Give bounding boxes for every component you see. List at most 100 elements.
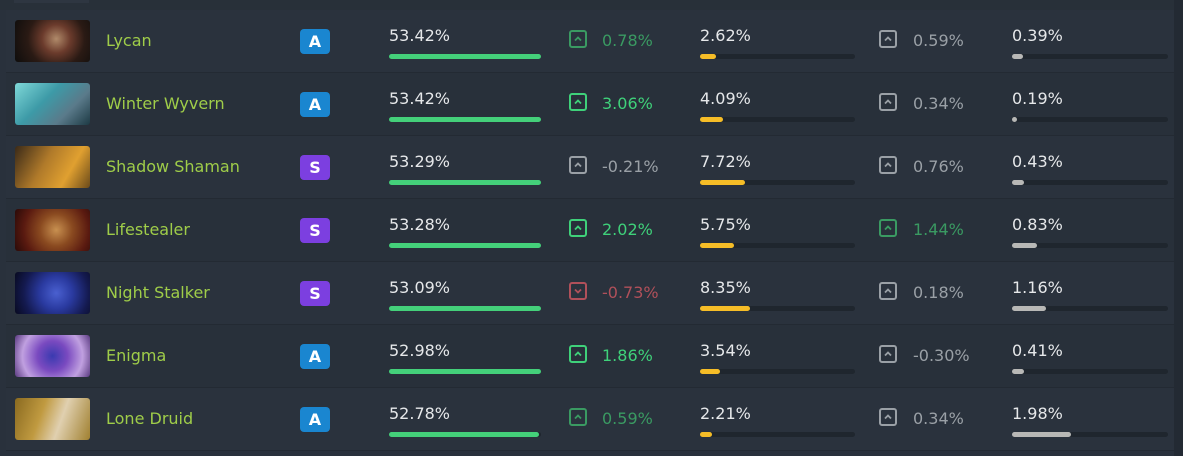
hero-portrait[interactable]: [15, 20, 90, 62]
hero-name-link[interactable]: Lone Druid: [106, 409, 194, 428]
pickrate-change: 0.59%: [913, 31, 964, 50]
pickrate-bar: [700, 117, 855, 122]
hero-row[interactable]: Lone Druid A 52.78% 0.59% 2.21% 0.34% 1.…: [6, 388, 1177, 451]
winrate-value: 53.28%: [389, 215, 451, 234]
tier-badge: A: [300, 344, 330, 369]
pickrate-value: 2.62%: [700, 26, 751, 45]
chevron-up-icon: [879, 408, 897, 426]
winrate-value: 53.09%: [389, 278, 451, 297]
winrate-change: 0.78%: [602, 31, 653, 50]
pickrate-change: 0.34%: [913, 94, 964, 113]
hero-name-link[interactable]: Lifestealer: [106, 220, 190, 239]
chevron-down-icon: [569, 282, 587, 300]
winrate-bar: [389, 54, 541, 59]
banrate-value: 1.16%: [1012, 278, 1063, 297]
banrate-value: 0.83%: [1012, 215, 1063, 234]
chevron-up-icon: [879, 219, 897, 237]
chevron-up-icon: [569, 219, 587, 237]
table-top-edge: [0, 0, 1183, 10]
winrate-change: -0.73%: [602, 283, 659, 302]
pickrate-bar: [700, 243, 855, 248]
winrate-change: 3.06%: [602, 94, 653, 113]
pickrate-bar: [700, 306, 855, 311]
banrate-bar: [1012, 369, 1168, 374]
pickrate-value: 4.09%: [700, 89, 751, 108]
pickrate-value: 8.35%: [700, 278, 751, 297]
pickrate-bar: [700, 369, 855, 374]
banrate-value: 0.19%: [1012, 89, 1063, 108]
tier-badge: A: [300, 29, 330, 54]
banrate-bar: [1012, 180, 1168, 185]
banrate-bar: [1012, 432, 1168, 437]
winrate-bar: [389, 117, 541, 122]
hero-row[interactable]: Shadow Shaman S 53.29% -0.21% 7.72% 0.76…: [6, 136, 1177, 199]
chevron-up-icon: [879, 93, 897, 111]
chevron-up-icon: [879, 345, 897, 363]
winrate-change: 2.02%: [602, 220, 653, 239]
banrate-bar: [1012, 306, 1168, 311]
banrate-value: 0.41%: [1012, 341, 1063, 360]
hero-row[interactable]: Winter Wyvern A 53.42% 3.06% 4.09% 0.34%…: [6, 73, 1177, 136]
hero-name-link[interactable]: Shadow Shaman: [106, 157, 240, 176]
chevron-up-icon: [879, 282, 897, 300]
winrate-value: 52.78%: [389, 404, 451, 423]
hero-portrait[interactable]: [15, 209, 90, 251]
chevron-up-icon: [569, 93, 587, 111]
winrate-value: 53.42%: [389, 26, 451, 45]
banrate-value: 0.43%: [1012, 152, 1063, 171]
pickrate-bar: [700, 54, 855, 59]
hero-name-link[interactable]: Night Stalker: [106, 283, 210, 302]
hero-row[interactable]: Lycan A 53.42% 0.78% 2.62% 0.59% 0.39%: [6, 10, 1177, 73]
hero-name-link[interactable]: Enigma: [106, 346, 167, 365]
pickrate-value: 7.72%: [700, 152, 751, 171]
hero-name-link[interactable]: Lycan: [106, 31, 152, 50]
pickrate-value: 5.75%: [700, 215, 751, 234]
banrate-value: 1.98%: [1012, 404, 1063, 423]
hero-portrait[interactable]: [15, 335, 90, 377]
divider: [14, 0, 89, 3]
winrate-change: 0.59%: [602, 409, 653, 428]
pickrate-change: 1.44%: [913, 220, 964, 239]
hero-portrait[interactable]: [15, 83, 90, 125]
hero-portrait[interactable]: [15, 398, 90, 440]
winrate-bar: [389, 243, 541, 248]
chevron-up-icon: [879, 30, 897, 48]
winrate-change: 1.86%: [602, 346, 653, 365]
banrate-bar: [1012, 243, 1168, 248]
winrate-bar: [389, 369, 541, 374]
winrate-value: 52.98%: [389, 341, 451, 360]
banrate-bar: [1012, 117, 1168, 122]
pickrate-bar: [700, 432, 855, 437]
scrollbar-track[interactable]: [1174, 0, 1183, 456]
winrate-bar: [389, 432, 541, 437]
pickrate-value: 3.54%: [700, 341, 751, 360]
hero-row[interactable]: Enigma A 52.98% 1.86% 3.54% -0.30% 0.41%: [6, 325, 1177, 388]
banrate-bar: [1012, 54, 1168, 59]
banrate-value: 0.39%: [1012, 26, 1063, 45]
winrate-value: 53.29%: [389, 152, 451, 171]
chevron-up-icon: [569, 30, 587, 48]
hero-portrait[interactable]: [15, 272, 90, 314]
chevron-up-icon: [879, 156, 897, 174]
winrate-bar: [389, 180, 541, 185]
tier-badge: S: [300, 155, 330, 180]
hero-stats-table: Lycan A 53.42% 0.78% 2.62% 0.59% 0.39% W…: [6, 10, 1177, 451]
tier-badge: S: [300, 281, 330, 306]
chevron-up-icon: [569, 156, 587, 174]
chevron-up-icon: [569, 408, 587, 426]
pickrate-change: -0.30%: [913, 346, 970, 365]
hero-row[interactable]: Night Stalker S 53.09% -0.73% 8.35% 0.18…: [6, 262, 1177, 325]
winrate-value: 53.42%: [389, 89, 451, 108]
pickrate-change: 0.34%: [913, 409, 964, 428]
tier-badge: A: [300, 92, 330, 117]
tier-badge: A: [300, 407, 330, 432]
pickrate-bar: [700, 180, 855, 185]
hero-portrait[interactable]: [15, 146, 90, 188]
hero-row[interactable]: Lifestealer S 53.28% 2.02% 5.75% 1.44% 0…: [6, 199, 1177, 262]
hero-name-link[interactable]: Winter Wyvern: [106, 94, 225, 113]
winrate-bar: [389, 306, 541, 311]
pickrate-value: 2.21%: [700, 404, 751, 423]
winrate-change: -0.21%: [602, 157, 659, 176]
tier-badge: S: [300, 218, 330, 243]
pickrate-change: 0.18%: [913, 283, 964, 302]
